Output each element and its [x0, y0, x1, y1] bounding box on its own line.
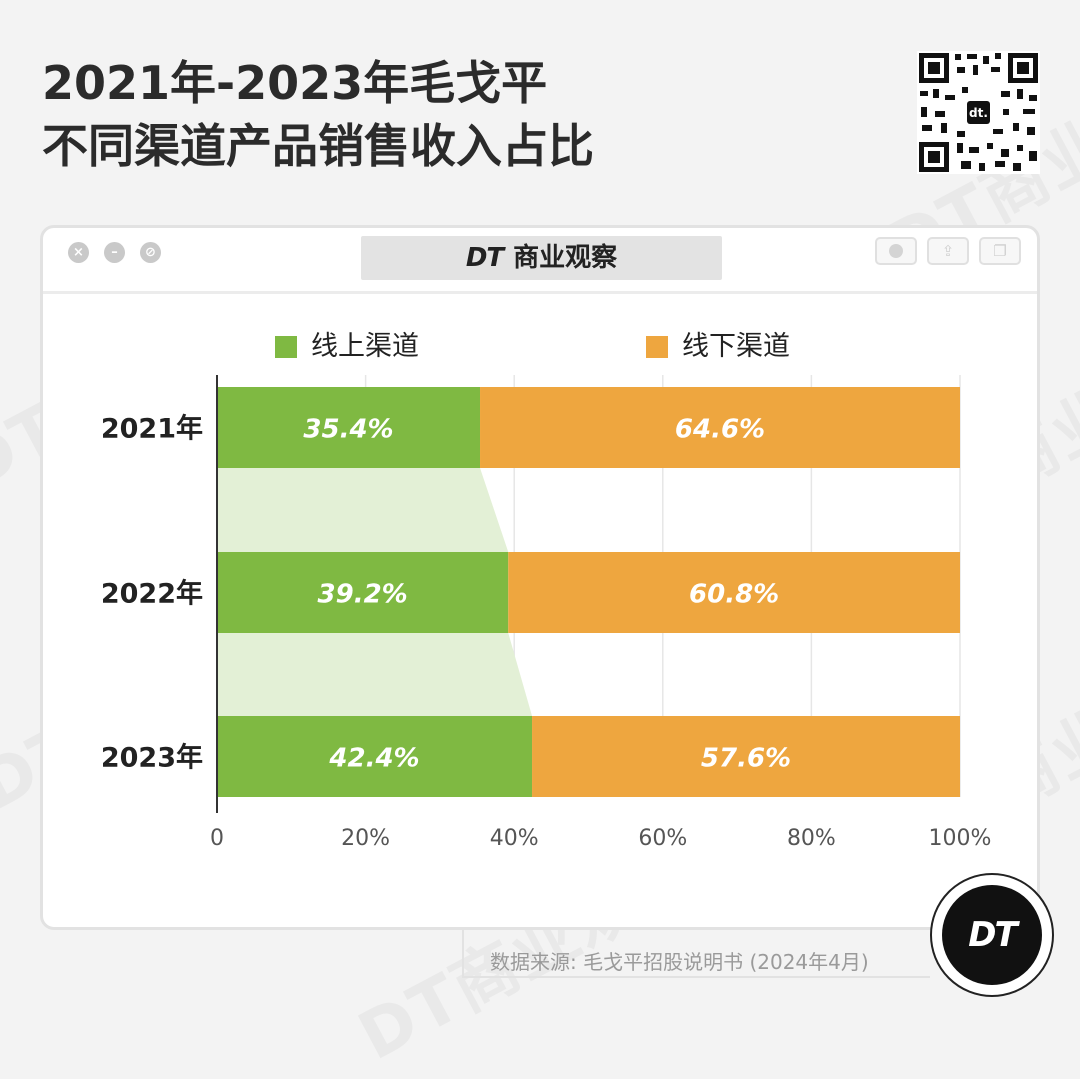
brand-logo: DT [465, 243, 504, 273]
bar-offline [508, 552, 960, 633]
page-title: 2021年-2023年毛戈平 不同渠道产品销售收入占比 [42, 52, 594, 178]
title-line-2: 不同渠道产品销售收入占比 [42, 119, 594, 173]
x-tick-label: 60% [638, 826, 687, 851]
brand-bar: DT 商业观察 [361, 236, 722, 280]
x-tick-label: 20% [341, 826, 390, 851]
legend-swatch-online [275, 336, 297, 358]
no-entry-icon[interactable]: ⊘ [140, 242, 161, 263]
legend-swatch-offline [646, 336, 668, 358]
data-label: 57.6% [701, 744, 791, 774]
brand-name: 商业观察 [513, 243, 618, 273]
x-tick-label: 100% [929, 826, 992, 851]
bar-online [217, 552, 509, 633]
share-icon: ⇪ [941, 242, 955, 260]
legend-item-offline: 线下渠道 [646, 332, 790, 362]
category-label: 2023年 [101, 742, 203, 774]
data-label: 39.2% [318, 580, 408, 610]
record-button[interactable] [875, 237, 917, 265]
close-icon[interactable]: × [68, 242, 89, 263]
qr-inner-label: dt. [969, 106, 988, 120]
data-label: 60.8% [689, 580, 779, 610]
window-titlebar: × – ⊘ DT 商业观察 ⇪ ❐ [43, 228, 1037, 294]
qr-code[interactable]: dt. [917, 51, 1040, 174]
qr-code-icon: dt. [917, 51, 1040, 174]
source-note: 数据来源: 毛戈平招股说明书 (2024年4月) [490, 950, 869, 974]
legend-label-online: 线上渠道 [311, 331, 419, 362]
dt-logo-badge: DT [930, 873, 1054, 997]
dt-logo-icon: DT [942, 885, 1042, 985]
minimize-icon[interactable]: – [104, 242, 125, 263]
stacked-bar-chart: 35.4% 64.6% 2021年 39.2% 60.8% 2022年 42.4% 57.6%… [101, 375, 992, 851]
bar-offline [532, 716, 960, 797]
bar-online [217, 716, 533, 797]
restore-icon: ❐ [993, 242, 1007, 260]
bar-online [217, 387, 481, 468]
divider [462, 928, 464, 978]
x-tick-label: 0 [210, 826, 224, 851]
legend-label-offline: 线下渠道 [682, 331, 790, 362]
bar-offline [480, 387, 960, 468]
data-label: 64.6% [675, 415, 765, 445]
x-tick-label: 80% [787, 826, 836, 851]
connector-band [217, 468, 509, 552]
connector-band [217, 633, 533, 716]
divider [462, 976, 930, 978]
x-tick-label: 40% [490, 826, 539, 851]
data-label: 42.4% [328, 744, 419, 774]
category-label: 2021年 [101, 413, 203, 445]
data-label: 35.4% [303, 415, 393, 445]
category-label: 2022年 [101, 578, 203, 610]
legend-item-online: 线上渠道 [275, 332, 419, 362]
title-line-1: 2021年-2023年毛戈平 [42, 56, 548, 110]
share-button[interactable]: ⇪ [927, 237, 969, 265]
restore-button[interactable]: ❐ [979, 237, 1021, 265]
circle-icon [889, 244, 903, 258]
